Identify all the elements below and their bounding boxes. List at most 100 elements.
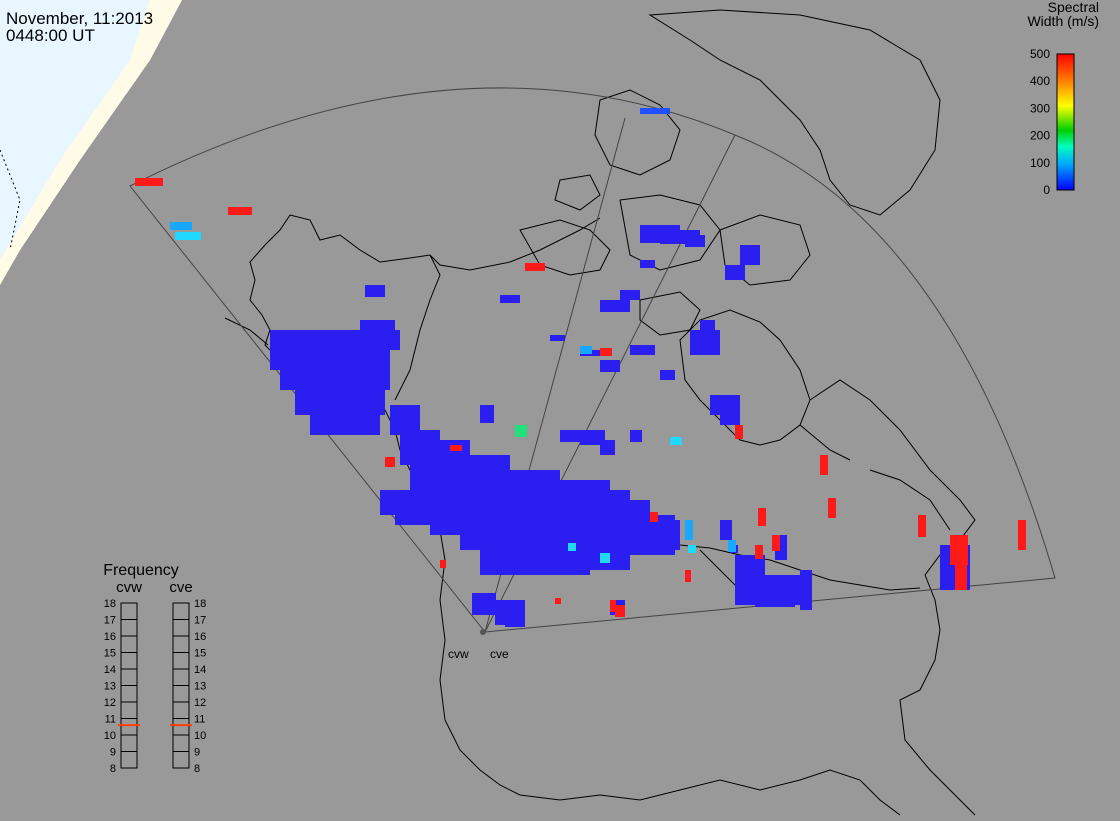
echo-cell: [828, 498, 836, 518]
echo-cell: [175, 232, 201, 240]
frequency-cell: [120, 668, 138, 686]
echo-cell: [820, 455, 828, 475]
frequency-cell: [172, 701, 190, 719]
frequency-cell: [172, 685, 190, 703]
frequency-label-a: 12: [104, 697, 116, 709]
colorbar-title-line1: Spectral: [1048, 0, 1099, 15]
echo-cell: [755, 595, 795, 607]
frequency-label-b: 11: [194, 714, 205, 726]
echo-cell: [170, 222, 192, 230]
frequency-cell: [120, 734, 138, 752]
echo-cell: [640, 260, 655, 268]
echo-cell: [1018, 520, 1026, 550]
frequency-label-b: 16: [194, 631, 206, 643]
echo-cell: [450, 445, 462, 451]
echo-cell: [600, 360, 620, 372]
echo-cell: [600, 440, 615, 455]
echo-cell: [955, 560, 967, 590]
frequency-label-a: 10: [104, 730, 116, 742]
echo-cell: [600, 348, 612, 356]
colorbar-tick-label: 400: [1030, 74, 1050, 88]
echo-cell: [660, 520, 680, 550]
frequency-col-a: cvw: [116, 579, 142, 596]
frequency-cell: [120, 751, 138, 769]
frequency-cell: [120, 635, 138, 653]
frequency-label-a: 14: [104, 664, 116, 676]
echo-cell: [505, 615, 525, 627]
echo-cell: [610, 540, 630, 560]
echo-cell: [685, 235, 705, 247]
echo-cell: [950, 535, 968, 565]
echo-cell: [480, 405, 494, 423]
colorbar-gradient: [1056, 53, 1075, 191]
frequency-label-a: 13: [104, 681, 116, 693]
echo-cell: [310, 410, 380, 435]
colorbar-ticks: 500 400 300 200 100 0: [1030, 47, 1050, 197]
echo-cell: [758, 508, 766, 526]
colorbar-tick-label: 500: [1030, 47, 1050, 61]
echo-cell: [650, 512, 658, 522]
echo-cell: [720, 410, 740, 425]
frequency-cell: [120, 685, 138, 703]
frequency-label-b: 13: [194, 681, 206, 693]
colorbar-tick-label: 100: [1030, 156, 1050, 170]
frequency-label-b: 14: [194, 664, 206, 676]
echo-cell: [720, 520, 732, 540]
echo-cell: [755, 545, 763, 559]
frequency-label-a: 16: [104, 631, 116, 643]
echo-cell: [365, 285, 385, 297]
frequency-cell: [172, 734, 190, 752]
frequency-cell: [120, 652, 138, 670]
frequency-cell: [172, 602, 190, 620]
frequency-cell: [172, 751, 190, 769]
colorbar-tick-label: 200: [1030, 129, 1050, 143]
echo-cell: [360, 320, 395, 340]
echo-cell: [580, 346, 592, 354]
frequency-label-b: 8: [194, 763, 200, 775]
echo-cell: [740, 245, 760, 265]
frequency-cell: [172, 652, 190, 670]
echo-cell: [600, 553, 610, 563]
echo-cell: [135, 178, 163, 186]
radar-site-marker: [480, 629, 486, 635]
radar-site-label-b: cve: [490, 647, 509, 661]
echo-cell: [660, 370, 675, 380]
frequency-cell: [120, 701, 138, 719]
echo-cell: [630, 345, 655, 355]
coastlines: [224, 9, 976, 816]
frequency-cell: [120, 602, 138, 620]
radar-site-label-a: cvw: [448, 647, 469, 661]
frequency-label-b: 15: [194, 648, 206, 660]
echo-cell: [550, 335, 565, 341]
echo-cell: [615, 605, 625, 617]
echo-cell: [610, 600, 616, 612]
echo-cell: [500, 295, 520, 303]
echo-cell: [772, 535, 780, 551]
echo-cell: [918, 515, 926, 537]
echo-cell: [685, 570, 691, 582]
frequency-label-b: 17: [194, 615, 206, 627]
frequency-label-a: 8: [110, 763, 116, 775]
echo-cell: [472, 593, 496, 615]
frequency-cell: [172, 718, 190, 736]
echo-cell: [700, 320, 715, 335]
frequency-label-a: 11: [105, 714, 116, 726]
echo-cell: [600, 300, 630, 312]
frequency-col-b: cve: [169, 579, 192, 596]
frequency-cell: [172, 668, 190, 686]
frequency-cell: [120, 718, 138, 736]
frequency-label-b: 18: [194, 598, 206, 610]
frequency-cell: [172, 635, 190, 653]
echo-cell: [385, 457, 395, 467]
frequency-title: Frequency: [103, 562, 179, 579]
frequency-label-a: 15: [104, 648, 116, 660]
frequency-label-a: 9: [110, 747, 116, 759]
echo-cell: [440, 560, 446, 568]
colorbar-tick-label: 300: [1030, 101, 1050, 115]
echo-cell: [228, 207, 252, 215]
echo-cell: [580, 430, 605, 445]
echo-cell: [670, 437, 682, 445]
frequency-cell: [120, 619, 138, 637]
